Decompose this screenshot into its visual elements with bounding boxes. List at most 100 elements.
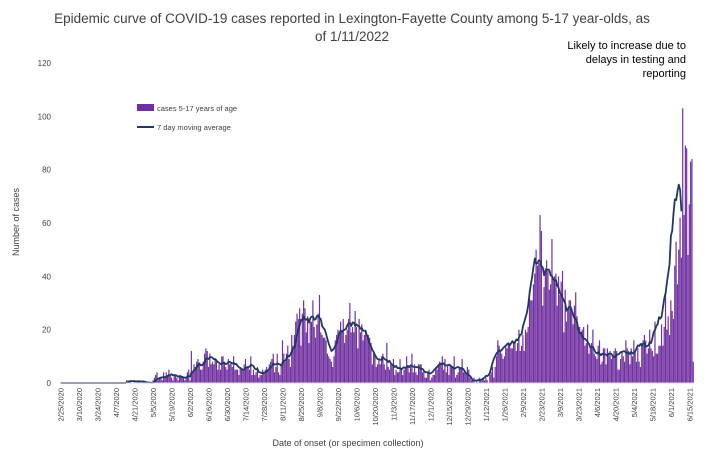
case-bar xyxy=(359,332,362,383)
x-tick-label: 9/8/2020 xyxy=(316,388,325,417)
case-bar xyxy=(321,335,323,383)
case-bar xyxy=(242,369,244,383)
case-bar xyxy=(322,337,325,383)
legend-label-moving-average: 7 day moving average xyxy=(157,123,231,132)
case-bar xyxy=(271,359,273,383)
case-bar xyxy=(564,289,566,383)
case-bar xyxy=(561,271,564,383)
case-bar xyxy=(427,372,429,383)
case-bar xyxy=(679,217,681,383)
case-bar xyxy=(439,361,441,383)
case-bar xyxy=(523,351,525,383)
chart-title-line-2: of 1/11/2022 xyxy=(315,29,389,44)
case-bar xyxy=(672,319,675,383)
case-bar xyxy=(589,345,591,383)
case-bar xyxy=(164,377,166,383)
case-bar xyxy=(462,372,465,383)
case-bar xyxy=(687,255,689,383)
case-bar xyxy=(613,351,615,383)
case-bar xyxy=(383,364,385,383)
case-bar xyxy=(567,308,569,383)
case-bar xyxy=(435,367,437,383)
case-bar xyxy=(386,343,388,383)
case-bar xyxy=(264,369,266,383)
case-bar xyxy=(580,332,582,383)
case-bar xyxy=(396,372,399,383)
case-bar xyxy=(190,351,192,383)
case-bar xyxy=(552,279,554,383)
case-bar xyxy=(354,311,356,383)
x-tick-label: 2/25/2020 xyxy=(57,388,66,421)
case-bar xyxy=(472,380,474,383)
case-bar xyxy=(653,356,655,383)
case-bar xyxy=(577,329,579,383)
case-bar xyxy=(605,364,607,383)
case-bar xyxy=(489,375,491,383)
case-bar xyxy=(166,375,169,383)
case-bar xyxy=(429,380,432,383)
annotation-line-2: delays in testing and xyxy=(586,54,686,66)
case-bar xyxy=(594,356,597,383)
case-bar xyxy=(447,364,449,383)
case-bar xyxy=(659,345,661,383)
case-bar xyxy=(203,353,206,383)
case-bar xyxy=(373,353,375,383)
case-bar xyxy=(387,367,389,383)
case-bar xyxy=(340,321,342,383)
case-bar xyxy=(675,241,677,383)
x-tick-label: 4/7/2020 xyxy=(112,388,121,417)
case-bar xyxy=(638,361,640,383)
case-bar xyxy=(238,375,240,383)
case-bar xyxy=(161,380,163,383)
x-tick-label: 10/6/2020 xyxy=(353,388,362,421)
case-bar xyxy=(314,337,317,383)
y-tick-label: 100 xyxy=(38,112,52,121)
x-tick-label: 5/5/2020 xyxy=(149,388,158,417)
case-bar xyxy=(670,300,672,383)
case-bar xyxy=(519,351,521,383)
case-bar xyxy=(329,359,331,383)
case-bar xyxy=(258,377,260,383)
case-bar xyxy=(300,345,302,383)
x-tick-label: 7/28/2020 xyxy=(260,388,269,421)
case-bar xyxy=(597,345,599,383)
chart-title: Epidemic curve of COVID-19 cases reporte… xyxy=(54,11,650,44)
x-tick-label: 6/1/2021 xyxy=(667,388,676,417)
case-bar xyxy=(177,380,179,383)
case-bar xyxy=(682,108,684,383)
case-bar xyxy=(330,361,332,383)
case-bar xyxy=(388,369,391,383)
case-bar xyxy=(349,303,351,383)
y-axis-label: Number of cases xyxy=(11,187,21,256)
case-bar xyxy=(152,380,154,383)
case-bar xyxy=(501,353,503,383)
case-bar xyxy=(202,361,204,383)
case-bar xyxy=(178,375,181,383)
case-bar xyxy=(421,372,424,383)
case-bar xyxy=(355,327,358,383)
y-tick-label: 20 xyxy=(42,326,51,335)
case-bar xyxy=(513,343,515,383)
case-bar xyxy=(517,343,519,383)
case-bar xyxy=(266,367,268,383)
case-bar xyxy=(219,369,222,383)
case-bar xyxy=(399,359,401,383)
x-tick-label: 7/14/2020 xyxy=(242,388,251,421)
case-bar xyxy=(666,329,668,383)
case-bar xyxy=(443,369,445,383)
x-tick-label: 12/29/2020 xyxy=(464,388,473,426)
case-bar xyxy=(417,364,420,383)
case-bar xyxy=(285,353,288,383)
case-bar xyxy=(185,377,187,383)
delay-annotation: Likely to increase due to delays in test… xyxy=(567,40,686,80)
case-bar xyxy=(692,361,694,383)
case-bar xyxy=(247,367,249,383)
case-bar xyxy=(524,329,527,383)
x-tick-label: 1/26/2021 xyxy=(501,388,510,421)
legend-swatch-cases xyxy=(137,104,154,111)
case-bar xyxy=(169,375,171,383)
annotation-line-1: Likely to increase due to xyxy=(567,40,686,52)
x-tick-label: 4/20/2021 xyxy=(611,388,620,421)
case-bar xyxy=(637,348,639,383)
case-bar xyxy=(402,375,404,383)
